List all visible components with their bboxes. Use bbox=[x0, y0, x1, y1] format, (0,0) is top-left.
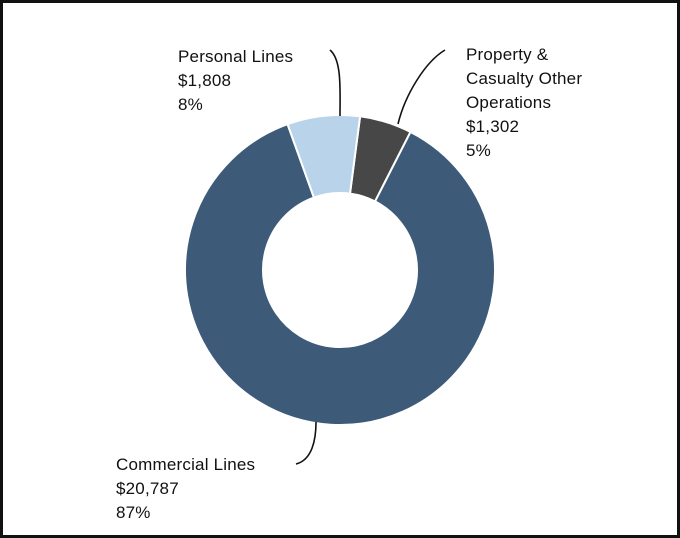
label-commercial-lines: Commercial Lines $20,787 87% bbox=[116, 455, 255, 522]
label-personal-lines-value: $1,808 bbox=[178, 71, 231, 90]
label-pc-other-value: $1,302 bbox=[466, 117, 519, 136]
label-pc-other-line-1: Property & bbox=[466, 45, 549, 64]
leader-line-commercial-lines bbox=[295, 421, 317, 465]
label-pc-other-operations: Property & Casualty Other Operations $1,… bbox=[466, 45, 582, 160]
label-commercial-lines-name: Commercial Lines bbox=[116, 455, 255, 474]
label-pc-other-line-3: Operations bbox=[466, 93, 551, 112]
leader-line-personal-lines bbox=[329, 49, 341, 117]
label-personal-lines: Personal Lines $1,808 8% bbox=[178, 47, 293, 114]
slices-group bbox=[184, 114, 496, 426]
label-commercial-lines-value: $20,787 bbox=[116, 479, 179, 498]
leader-line-pc-other-operations bbox=[397, 49, 446, 125]
label-commercial-lines-percent: 87% bbox=[116, 503, 151, 522]
slice-commercial-lines bbox=[184, 122, 496, 426]
label-personal-lines-name: Personal Lines bbox=[178, 47, 293, 66]
slice-personal-lines bbox=[286, 114, 362, 199]
label-pc-other-percent: 5% bbox=[466, 141, 491, 160]
label-personal-lines-percent: 8% bbox=[178, 95, 203, 114]
label-pc-other-line-2: Casualty Other bbox=[466, 69, 582, 88]
